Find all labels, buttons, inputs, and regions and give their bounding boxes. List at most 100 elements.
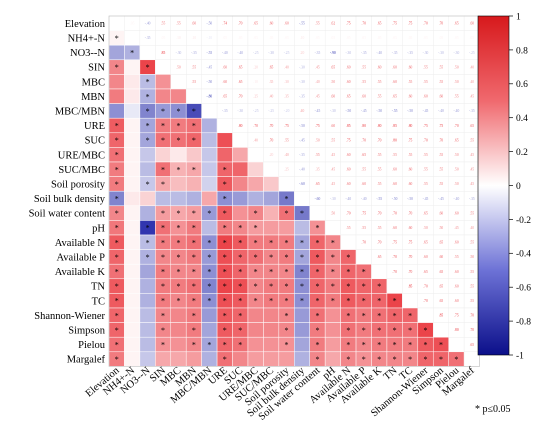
sig-star-15-7: *: [223, 238, 227, 247]
cell-12-6: [201, 190, 218, 207]
row-label-16: Available P: [56, 253, 105, 264]
coef-6-13: -.45: [315, 109, 321, 113]
coef-2-22: -.30: [454, 51, 460, 55]
coef-1-12: .10: [300, 36, 305, 40]
coef-10-21: .55: [439, 168, 444, 172]
colorbar-ticks: 1 0.8 0.6 0.4 0.2 0 -0.2 -0.4 -0.6 -0.8 -1: [509, 12, 531, 361]
coef-3-4: .50: [176, 65, 181, 69]
coef-2-6: -.55: [207, 51, 213, 55]
sig-star-10-4: *: [176, 165, 180, 174]
sig-star-19-10: *: [269, 297, 273, 306]
cell-23-11: [278, 351, 295, 367]
row-label-18: TN: [91, 282, 105, 293]
sig-star-14-0: *: [115, 224, 119, 233]
sig-star-18-10: *: [269, 282, 273, 291]
sig-star-11-2: *: [146, 180, 150, 189]
sig-star-19-11: *: [285, 297, 289, 306]
sig-star-23-18: *: [393, 355, 397, 364]
coef-11-23: .45: [470, 182, 475, 186]
coef-5-9: .25: [253, 95, 258, 99]
colorbar-label-3: 0.4: [516, 114, 528, 124]
coef-11-13: .65: [315, 182, 320, 186]
diag-cell-18: [386, 278, 403, 294]
coef-13-21: .60: [439, 211, 444, 215]
diag-cell-23: [463, 351, 480, 367]
cell-21-2: [139, 322, 156, 338]
coef-1-11: .05: [284, 36, 289, 40]
sig-star-17-0: *: [115, 268, 119, 277]
sig-star-16-5: *: [192, 253, 196, 262]
row-label-5: MBN: [81, 92, 105, 103]
colorbar-label-9: -0.8: [516, 318, 531, 328]
coef-6-9: -.25: [253, 109, 259, 113]
coef-4-15: .60: [346, 80, 351, 84]
coef-1-18: .05: [392, 36, 397, 40]
sig-star-23-21: *: [439, 355, 443, 364]
sig-star-17-10: *: [269, 268, 273, 277]
diag-cell-17: [371, 264, 388, 280]
row-labels: Elevation NH4+-N NO3--N SIN MBC MBN MBC/MBN URE…: [29, 19, 106, 366]
coef-14-15: .55: [346, 226, 351, 230]
coef-3-5: .55: [192, 65, 197, 69]
diag-cell-8: [232, 132, 249, 148]
coef-3-11: .40: [284, 65, 289, 69]
cell-23-3: [155, 351, 172, 367]
sig-star-15-13: *: [315, 238, 319, 247]
coef-2-8: -.40: [237, 51, 243, 55]
coef-8-20: .70: [423, 138, 428, 142]
coef-12-14: -.30: [330, 197, 336, 201]
sig-star-20-0: *: [115, 311, 119, 320]
cell-13-8: [232, 205, 249, 221]
coef-2-15: -.30: [345, 51, 351, 55]
cell-22-4: [170, 336, 187, 353]
sig-star-18-4: *: [176, 282, 180, 291]
coef-3-16: .55: [362, 65, 367, 69]
coef-3-14: .65: [331, 65, 336, 69]
coef-16-19: .70: [408, 255, 413, 259]
sig-star-20-19: *: [408, 311, 412, 320]
sig-star-16-3: *: [161, 253, 165, 262]
coef-18-21: .65: [439, 284, 444, 288]
coef-8-22: .65: [454, 138, 459, 142]
sig-star-20-7: *: [223, 311, 227, 320]
sig-star-20-17: *: [377, 311, 381, 320]
cell-20-1: [124, 307, 141, 323]
coef-19-23: .55: [470, 299, 475, 303]
sig-star-17-11: *: [285, 268, 289, 277]
sig-star-19-13: *: [315, 297, 319, 306]
row-label-6: MBC/MBN: [55, 107, 106, 118]
sig-star-15-8: *: [238, 238, 242, 247]
coef-4-23: .40: [470, 80, 475, 84]
cell-9-5: [185, 147, 202, 163]
coef-2-9: -.25: [253, 51, 259, 55]
diag-cell-0: [108, 15, 125, 31]
coef-11-14: .45: [331, 182, 336, 186]
cell-22-14: [324, 336, 341, 353]
coef-22-23: .65: [470, 343, 475, 347]
coef-13-16: .75: [362, 211, 367, 215]
cell-20-4: [170, 307, 187, 323]
coef-8-9: .40: [253, 138, 258, 142]
sig-star-22-11: *: [285, 341, 289, 350]
coef-0-9: .65: [253, 22, 258, 26]
coef-6-16: -.45: [361, 109, 367, 113]
sig-star-13-5: *: [192, 209, 196, 218]
row-label-17: Available K: [55, 267, 106, 278]
coef-14-19: .60: [408, 226, 413, 230]
colorbar-label-1: 0.8: [516, 46, 528, 56]
sig-star-21-18: *: [393, 326, 397, 335]
sig-star-23-22: *: [454, 355, 458, 364]
diag-cell-22: [448, 337, 465, 353]
coef-6-22: -.40: [454, 109, 460, 113]
coef-0-8: .70: [238, 22, 243, 26]
coef-0-13: .55: [315, 22, 320, 26]
cell-8-7: [216, 132, 233, 148]
coef-13-23: .55: [470, 211, 475, 215]
coef-5-19: .60: [408, 95, 413, 99]
coef-3-6: -.45: [207, 65, 213, 69]
row-label-7: URE: [84, 121, 105, 132]
sig-star-15-11: *: [285, 238, 289, 247]
coef-2-11: -.25: [284, 51, 290, 55]
coef-6-21: -.40: [438, 109, 444, 113]
